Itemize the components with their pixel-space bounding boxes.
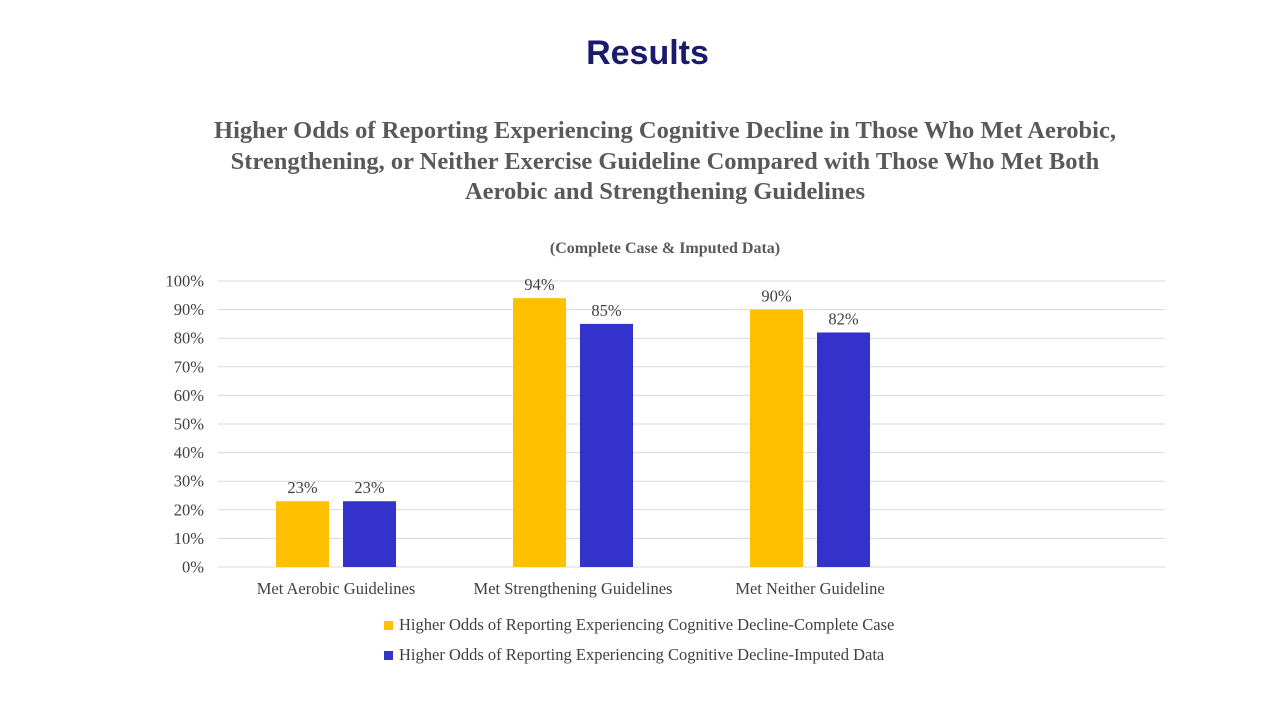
y-tick-label: 20% <box>174 500 205 519</box>
y-tick-label: 10% <box>174 529 205 548</box>
y-tick-label: 90% <box>174 300 205 319</box>
y-tick-label: 40% <box>174 443 205 462</box>
data-label: 23% <box>287 478 318 497</box>
x-tick-label: Met Neither Guideline <box>735 579 884 598</box>
slide-title: Results <box>586 34 709 72</box>
y-tick-label: 0% <box>182 558 204 577</box>
data-label: 90% <box>761 287 792 306</box>
x-tick-label: Met Aerobic Guidelines <box>257 579 416 598</box>
bar <box>513 298 566 567</box>
bar <box>343 501 396 567</box>
legend-label-imputed-data: Higher Odds of Reporting Experiencing Co… <box>399 645 885 664</box>
chart-subtitle: (Complete Case & Imputed Data) <box>549 240 781 257</box>
data-label: 23% <box>354 478 385 497</box>
y-tick-label: 100% <box>166 272 205 291</box>
data-label: 82% <box>828 309 859 328</box>
y-tick-label: 80% <box>174 329 205 348</box>
y-tick-label: 30% <box>174 472 205 491</box>
y-tick-label: 70% <box>174 357 205 376</box>
legend-label-complete-case: Higher Odds of Reporting Experiencing Co… <box>399 615 895 634</box>
chart-title: Higher Odds of Reporting Experiencing Co… <box>214 117 1116 205</box>
chart-legend: Higher Odds of Reporting Experiencing Co… <box>384 610 894 670</box>
y-tick-label: 60% <box>174 386 205 405</box>
legend-item-complete-case: Higher Odds of Reporting Experiencing Co… <box>384 610 894 640</box>
data-label: 94% <box>524 275 555 294</box>
y-tick-label: 50% <box>174 415 205 434</box>
bar <box>750 309 803 567</box>
x-tick-label: Met Strengthening Guidelines <box>474 579 673 598</box>
legend-swatch-complete-case <box>384 620 393 630</box>
bar <box>817 332 870 567</box>
legend-item-imputed-data: Higher Odds of Reporting Experiencing Co… <box>384 640 894 670</box>
bar <box>580 323 633 567</box>
data-label: 85% <box>591 301 622 320</box>
legend-swatch-imputed-data <box>384 650 393 660</box>
bar <box>276 501 329 567</box>
